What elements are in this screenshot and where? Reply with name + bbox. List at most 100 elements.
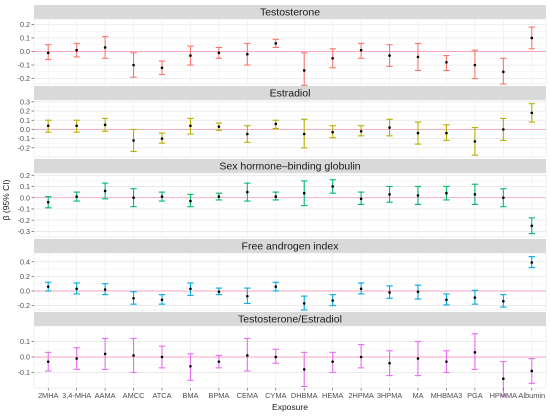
point-estimate xyxy=(473,351,477,354)
y-tick-label: -0.1 xyxy=(18,368,30,377)
point-estimate xyxy=(160,137,164,140)
y-tick-label: 0.0 xyxy=(20,193,30,202)
point-estimate xyxy=(132,196,135,200)
point-estimate xyxy=(388,291,391,294)
y-tick-label: 0.2 xyxy=(20,171,30,180)
point-estimate xyxy=(502,196,505,200)
point-estimate xyxy=(473,63,477,67)
panel-background xyxy=(33,172,547,238)
x-tick-label: AMCC xyxy=(123,391,145,400)
point-estimate xyxy=(416,357,420,360)
point-estimate xyxy=(103,46,107,49)
x-tick-label: CEMA xyxy=(237,391,258,400)
facet-strip xyxy=(34,86,546,100)
x-tick-label: 2MHA xyxy=(38,391,59,400)
point-estimate xyxy=(473,296,477,299)
point-estimate xyxy=(530,111,534,115)
x-tick-label: ATCA xyxy=(152,391,171,400)
point-estimate xyxy=(331,299,334,302)
y-tick-label: 0.0 xyxy=(20,287,30,296)
point-estimate xyxy=(331,185,334,188)
point-estimate xyxy=(502,70,505,74)
point-estimate xyxy=(331,360,334,363)
x-tick-label: PGA xyxy=(467,391,483,400)
point-estimate xyxy=(302,191,306,195)
x-tick-label: 3,4-MHA xyxy=(62,391,91,400)
y-axis-title: β (95% CI) xyxy=(1,179,11,220)
x-tick-label: 3HPMA xyxy=(377,391,403,400)
point-estimate xyxy=(160,355,164,359)
point-estimate xyxy=(75,357,78,360)
point-estimate xyxy=(274,285,278,288)
point-estimate xyxy=(46,51,50,55)
facet-strip xyxy=(34,239,546,253)
point-estimate xyxy=(103,123,107,127)
point-estimate xyxy=(473,193,477,196)
x-tick-label: Albumin xyxy=(518,391,545,400)
point-estimate xyxy=(445,191,448,195)
point-estimate xyxy=(246,52,249,56)
x-tick-label: AAMA xyxy=(95,391,116,400)
point-estimate xyxy=(530,224,534,228)
point-estimate xyxy=(359,129,363,133)
y-tick-label: 0.0 xyxy=(20,125,30,134)
x-tick-label: MHBMA3 xyxy=(431,391,463,400)
point-estimate xyxy=(388,126,391,129)
y-tick-label: 0.2 xyxy=(20,107,30,116)
point-estimate xyxy=(246,132,249,136)
point-estimate xyxy=(75,124,78,128)
point-estimate xyxy=(246,294,249,298)
x-tick-label: CYMA xyxy=(265,391,286,400)
y-tick-label: 0.1 xyxy=(20,116,30,125)
point-estimate xyxy=(445,131,448,135)
panel-background xyxy=(33,99,547,158)
x-tick-label: BPMA xyxy=(208,391,229,400)
y-tick-label: 0.4 xyxy=(20,257,30,266)
point-estimate xyxy=(246,354,249,357)
point-estimate xyxy=(274,355,278,359)
point-estimate xyxy=(46,124,50,128)
point-estimate xyxy=(217,195,221,198)
facet-strip xyxy=(34,312,546,326)
point-estimate xyxy=(189,54,192,57)
point-estimate xyxy=(217,125,221,128)
x-tick-label: HPMMA xyxy=(490,391,518,400)
y-tick-label: 0.1 xyxy=(20,182,30,191)
y-tick-label: 0.0 xyxy=(20,47,30,56)
point-estimate xyxy=(132,354,135,357)
facet-strip xyxy=(34,159,546,173)
point-estimate xyxy=(103,288,107,291)
point-estimate xyxy=(388,361,391,365)
y-tick-label: -0.2 xyxy=(18,74,30,83)
point-estimate xyxy=(132,139,135,142)
point-estimate xyxy=(302,132,306,136)
facet-strip xyxy=(34,5,546,19)
y-tick-label: -0.3 xyxy=(18,227,30,236)
point-estimate xyxy=(530,36,534,40)
x-tick-label: 2HPMA xyxy=(348,391,374,400)
y-tick-label: -0.2 xyxy=(18,143,30,152)
point-estimate xyxy=(302,302,306,305)
point-estimate xyxy=(530,261,534,264)
y-tick-label: 0.1 xyxy=(20,34,30,43)
y-tick-label: 0.3 xyxy=(20,97,30,106)
point-estimate xyxy=(359,287,363,291)
point-estimate xyxy=(388,54,391,57)
point-estimate xyxy=(189,287,192,291)
point-estimate xyxy=(416,131,420,135)
point-estimate xyxy=(502,299,505,303)
point-estimate xyxy=(132,63,135,67)
point-estimate xyxy=(473,140,477,143)
y-tick-label: -0.1 xyxy=(18,205,30,214)
panel-background xyxy=(33,252,547,311)
point-estimate xyxy=(189,199,192,203)
point-estimate xyxy=(160,195,164,198)
y-tick-label: -0.1 xyxy=(18,134,30,143)
point-estimate xyxy=(75,287,78,291)
point-estimate xyxy=(359,48,363,52)
point-estimate xyxy=(189,365,192,368)
point-estimate xyxy=(189,124,192,128)
facet-title: Sex hormone–binding globulin xyxy=(219,161,360,173)
